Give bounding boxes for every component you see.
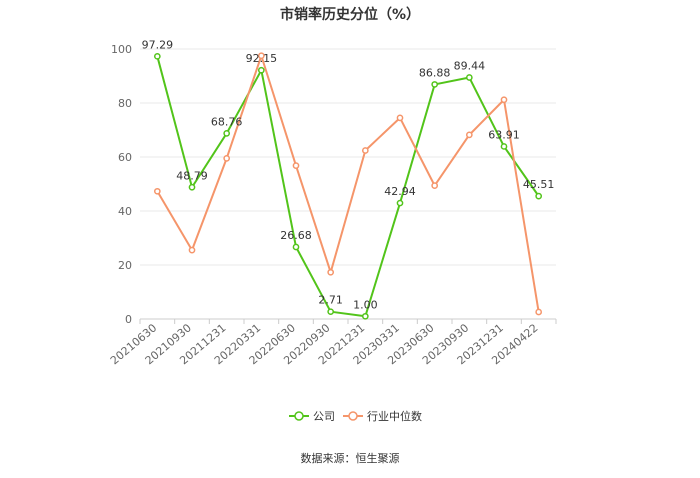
- y-tick-label: 80: [118, 97, 132, 110]
- legend-marker: [294, 411, 304, 421]
- data-label: 48.79: [176, 169, 208, 182]
- series-2-point[interactable]: [188, 246, 196, 254]
- y-tick-label: 40: [118, 205, 132, 218]
- series-1-point[interactable]: [257, 66, 265, 74]
- y-tick-label: 0: [125, 313, 132, 326]
- source-note: 数据来源：恒生聚源: [301, 451, 400, 465]
- data-label: 68.76: [211, 115, 243, 128]
- legend-marker: [348, 411, 358, 421]
- series-1-point[interactable]: [396, 199, 404, 207]
- y-tick-label: 60: [118, 151, 132, 164]
- y-tick-label: 100: [111, 43, 132, 56]
- series-1-point[interactable]: [465, 74, 473, 81]
- series-1-point[interactable]: [361, 312, 369, 320]
- series-2-point[interactable]: [535, 308, 543, 316]
- series-2-point[interactable]: [257, 52, 265, 60]
- data-label: 97.29: [142, 38, 174, 51]
- data-label: 2.71: [318, 294, 343, 307]
- series-1-point[interactable]: [500, 143, 508, 150]
- legend: 公司 行业中位数: [289, 409, 422, 423]
- series-2-point[interactable]: [153, 187, 161, 195]
- series-1-point[interactable]: [431, 81, 439, 88]
- series-1-point[interactable]: [223, 129, 231, 137]
- grid: [140, 48, 556, 266]
- data-label: 26.68: [280, 229, 312, 242]
- series-2-point[interactable]: [500, 96, 508, 104]
- legend-item-1[interactable]: 公司: [289, 410, 335, 423]
- legend-label: 公司: [313, 410, 335, 423]
- series-1-point[interactable]: [188, 183, 196, 191]
- series-layer: [153, 52, 543, 320]
- series-2-point[interactable]: [327, 268, 335, 276]
- series-line-1: [156, 56, 540, 318]
- series-line-2: [156, 54, 540, 313]
- data-label: 42.94: [384, 185, 416, 198]
- series-2-point[interactable]: [361, 147, 369, 154]
- series-2-point[interactable]: [396, 114, 404, 122]
- data-label: 92.15: [246, 52, 278, 65]
- y-tick-label: 20: [118, 259, 132, 272]
- series-1-point[interactable]: [153, 52, 161, 60]
- series-1-point[interactable]: [535, 192, 543, 200]
- series-1-point[interactable]: [292, 243, 300, 251]
- data-label: 45.51: [523, 178, 555, 191]
- data-label: 86.88: [419, 66, 451, 79]
- series-2-point[interactable]: [292, 162, 300, 169]
- legend-item-2[interactable]: 行业中位数: [343, 409, 422, 423]
- series-2-point[interactable]: [223, 155, 231, 162]
- data-label: 89.44: [454, 60, 486, 73]
- series-2-point[interactable]: [431, 182, 439, 189]
- data-labels: 97.29 48.79 68.76 92.15 26.68 2.71 1.00 42.94 86…: [142, 38, 555, 311]
- chart-title: 市销率历史分位（%）: [280, 6, 420, 23]
- data-label: 1.00: [353, 298, 378, 311]
- series-1-point[interactable]: [327, 308, 335, 316]
- legend-label: 行业中位数: [367, 409, 422, 423]
- data-label: 63.91: [488, 128, 520, 141]
- series-2-point[interactable]: [465, 131, 473, 139]
- axes: 0204060801002021063020210930202112312022…: [108, 43, 557, 367]
